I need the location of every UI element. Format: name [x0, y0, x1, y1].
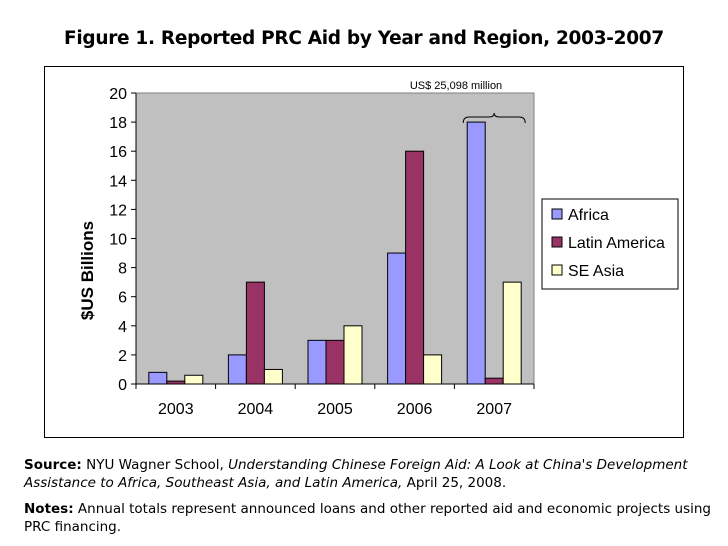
x-tick-label: 2004 — [238, 401, 274, 418]
y-tick-label: 18 — [109, 115, 127, 132]
x-tick-label: 2003 — [158, 401, 194, 418]
source-note: Source: NYU Wagner School, Understanding… — [24, 456, 714, 492]
legend-swatch-latin-america — [551, 236, 563, 248]
bar-africa-2005 — [307, 339, 327, 385]
y-tick-label: 6 — [118, 290, 127, 307]
legend-swatch-se-asia — [551, 264, 563, 276]
notes: Notes: Annual totals represent announced… — [24, 500, 714, 536]
source-post: April 25, 2008. — [402, 475, 507, 491]
annotation-brace — [462, 112, 526, 124]
y-tick-label: 20 — [109, 86, 127, 103]
bar-africa-2007 — [466, 121, 486, 385]
y-tick-label: 14 — [109, 173, 127, 190]
x-tick-label: 2006 — [397, 401, 433, 418]
annotation-text: US$ 25,098 million — [410, 80, 502, 92]
bar-africa-2006 — [387, 252, 407, 385]
bar-africa-2004 — [227, 354, 247, 385]
y-axis-label: $US Billions — [78, 221, 97, 320]
y-tick-label: 0 — [118, 377, 127, 394]
legend-box — [541, 198, 679, 290]
legend-label-africa: Africa — [568, 207, 609, 224]
y-tick-label: 8 — [118, 261, 127, 278]
legend-label-latin-america: Latin America — [568, 235, 665, 252]
bar-se-asia-2005 — [343, 325, 363, 385]
source-label: Source: — [24, 457, 82, 473]
bar-latin-america-2006 — [405, 150, 425, 385]
x-tick-label: 2005 — [317, 401, 353, 418]
source-pre: NYU Wagner School, — [81, 457, 229, 473]
bar-latin-america-2004 — [245, 281, 265, 385]
annotation: US$ 25,098 million — [410, 80, 526, 124]
bar-latin-america-2005 — [325, 339, 345, 385]
y-tick-label: 12 — [109, 202, 127, 219]
bar-se-asia-2003 — [184, 374, 204, 385]
figure-title: Figure 1. Reported PRC Aid by Year and R… — [64, 28, 664, 49]
bar-se-asia-2006 — [423, 354, 443, 385]
legend-label-se-asia: SE Asia — [568, 263, 624, 280]
bar-latin-america-2007 — [484, 377, 504, 385]
x-tick-label: 2007 — [476, 401, 512, 418]
bar-chart: 0 2 4 6 8 10 12 14 16 18 20 2003 2004 2005 2006 2007 $… — [78, 80, 679, 418]
y-tick-label: 2 — [118, 348, 127, 365]
bar-se-asia-2004 — [263, 368, 283, 385]
bar-africa-2003 — [148, 371, 168, 385]
y-tick-label: 4 — [118, 319, 127, 336]
legend-swatch-africa — [551, 208, 563, 220]
legend: Africa Latin America SE Asia — [541, 198, 679, 290]
notes-text: Annual totals represent announced loans … — [24, 501, 711, 535]
chart-frame: 0 2 4 6 8 10 12 14 16 18 20 2003 2004 2005 2006 2007 $… — [44, 66, 684, 438]
y-tick-label: 16 — [109, 144, 127, 161]
bar-se-asia-2007 — [502, 281, 522, 385]
y-tick-label: 10 — [109, 232, 127, 249]
source-work-title: Understanding Chinese Foreign Aid: A Loo… — [24, 457, 688, 491]
notes-label: Notes: — [24, 501, 74, 517]
